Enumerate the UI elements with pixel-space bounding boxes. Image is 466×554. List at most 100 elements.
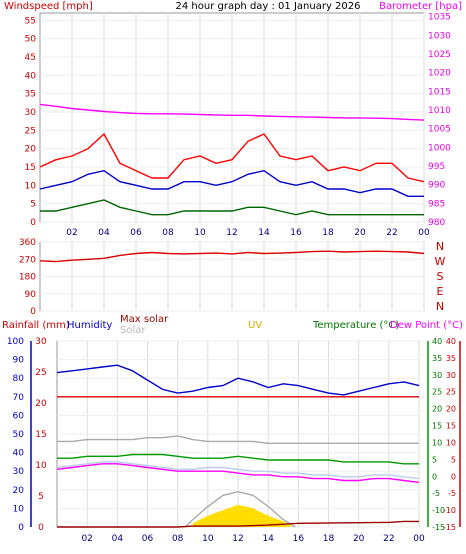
climate-x-tick-label: 22	[383, 534, 394, 544]
barometer-tick-label: 1005	[428, 125, 451, 135]
climate-x-tick-label: 20	[353, 534, 365, 544]
climate-series-line	[56, 364, 420, 396]
dew-point-tick-label: -10	[443, 506, 456, 515]
dew-point-tick-label: 20	[446, 405, 456, 414]
compass-label: W	[435, 255, 446, 268]
direction-tick-label: 0	[30, 307, 36, 317]
climate-x-tick-label: 02	[81, 534, 92, 544]
temperature-tick-label: 20	[432, 405, 442, 414]
direction-grid	[40, 241, 425, 312]
humidity-tick-label: 70	[13, 393, 25, 403]
temperature-tick-label: 30	[432, 371, 442, 380]
climate-x-tick-label: 10	[202, 534, 214, 544]
climate-series-line	[57, 435, 419, 444]
windspeed-tick-label: 10	[25, 181, 37, 191]
climate-x-tick-label: 14	[262, 534, 274, 544]
wind-x-tick-label: 12	[226, 228, 237, 238]
dew-point-tick-label: 0	[451, 472, 456, 481]
wind-x-tick-label: 16	[290, 228, 302, 238]
rainfall-label: Rainfall (mm)	[2, 320, 70, 331]
windspeed-tick-label: 20	[25, 145, 37, 155]
barometer-tick-label: 1030	[428, 31, 451, 41]
barometer-axis-label: Barometer [hpa]	[379, 1, 462, 12]
temperature-label: Temperature (°C)	[312, 320, 399, 331]
dew-point-tick-label: -5	[448, 489, 456, 498]
temperature-tick-label: 5	[432, 455, 437, 464]
humidity-label: Humidity	[67, 320, 112, 331]
barometer-tick-label: 1020	[428, 69, 451, 79]
windspeed-tick-label: 35	[25, 90, 36, 100]
climate-series	[56, 364, 420, 528]
temperature-tick-label: 10	[432, 438, 442, 447]
dew-point-tick-label: 5	[451, 455, 456, 464]
solar-area	[192, 504, 291, 527]
rainfall-tick-label: 10	[35, 461, 47, 471]
windspeed-tick-label: 45	[25, 53, 36, 63]
temperature-tick-label: 0	[432, 472, 437, 481]
climate-series-line	[57, 453, 419, 465]
climate-series-line	[56, 461, 420, 480]
rainfall-tick-label: 20	[35, 399, 47, 409]
barometer-tick-label: 990	[428, 181, 445, 191]
climate-series-line	[184, 490, 296, 528]
humidity-tick-label: 10	[13, 504, 25, 514]
compass-label: N	[436, 300, 444, 313]
barometer-tick-label: 1025	[428, 50, 451, 60]
climate-x-tick-label: 06	[142, 534, 154, 544]
climate-x-tick-label: 04	[112, 534, 124, 544]
barometer-tick-label: 980	[428, 218, 445, 228]
compass-label: S	[437, 270, 444, 283]
climate-x-tick-label: 16	[293, 534, 305, 544]
humidity-tick-label: 40	[13, 449, 25, 459]
windspeed-tick-label: 55	[25, 16, 36, 26]
dew-point-tick-label: 35	[446, 354, 456, 363]
climate-x-tick-label: 00	[413, 534, 425, 544]
temperature-tick-label: -5	[432, 489, 440, 498]
humidity-tick-label: 100	[7, 337, 24, 347]
humidity-tick-label: 0	[18, 523, 24, 533]
wind-series	[39, 103, 425, 216]
rainfall-tick-label: 5	[38, 492, 44, 502]
compass-label: N	[436, 240, 444, 253]
humidity-tick-label: 20	[13, 486, 25, 496]
barometer-tick-label: 985	[428, 199, 445, 209]
windspeed-tick-label: 15	[25, 163, 36, 173]
wind-x-tick-label: 10	[194, 228, 206, 238]
humidity-tick-label: 90	[13, 356, 25, 366]
barometer-tick-label: 1035	[428, 13, 451, 23]
climate-series-line	[57, 520, 419, 528]
temperature-tick-label: 35	[432, 354, 442, 363]
wind-x-tick-label: 04	[98, 228, 110, 238]
direction-tick-label: 90	[25, 290, 37, 300]
windspeed-tick-label: 25	[25, 126, 36, 136]
windspeed-tick-label: 30	[25, 108, 37, 118]
humidity-tick-label: 30	[13, 467, 25, 477]
temperature-tick-label: 25	[432, 388, 442, 397]
rainfall-tick-label: 0	[38, 523, 44, 533]
temperature-tick-label: 40	[432, 337, 442, 346]
wind-x-tick-label: 22	[386, 228, 397, 238]
wind-x-tick-label: 20	[354, 228, 366, 238]
wind-x-tick-label: 18	[322, 228, 334, 238]
direction-tick-label: 360	[19, 238, 36, 248]
humidity-tick-label: 60	[13, 411, 25, 421]
rainfall-tick-label: 30	[35, 337, 47, 347]
wind-series-line	[39, 132, 425, 183]
rainfall-tick-label: 25	[35, 368, 46, 378]
wind-series-line	[39, 169, 424, 198]
wind-x-tick-label: 00	[418, 228, 430, 238]
humidity-tick-label: 50	[13, 430, 25, 440]
windspeed-tick-label: 0	[30, 218, 36, 228]
direction-tick-label: 270	[19, 255, 36, 265]
dew-point-tick-label: -15	[443, 523, 456, 532]
temperature-tick-label: -15	[432, 523, 445, 532]
humidity-tick-label: 80	[13, 374, 25, 384]
barometer-tick-label: 1000	[428, 143, 451, 153]
direction-series	[39, 250, 425, 263]
barometer-tick-label: 1015	[428, 87, 451, 97]
climate-series-line	[56, 463, 420, 484]
windspeed-axis-label: Windspeed [mph]	[4, 1, 93, 12]
climate-ticks: 02 04 06 08 10 12 14 16 18 20 22 000102030405060708…	[7, 337, 456, 544]
windspeed-tick-label: 50	[25, 35, 37, 45]
